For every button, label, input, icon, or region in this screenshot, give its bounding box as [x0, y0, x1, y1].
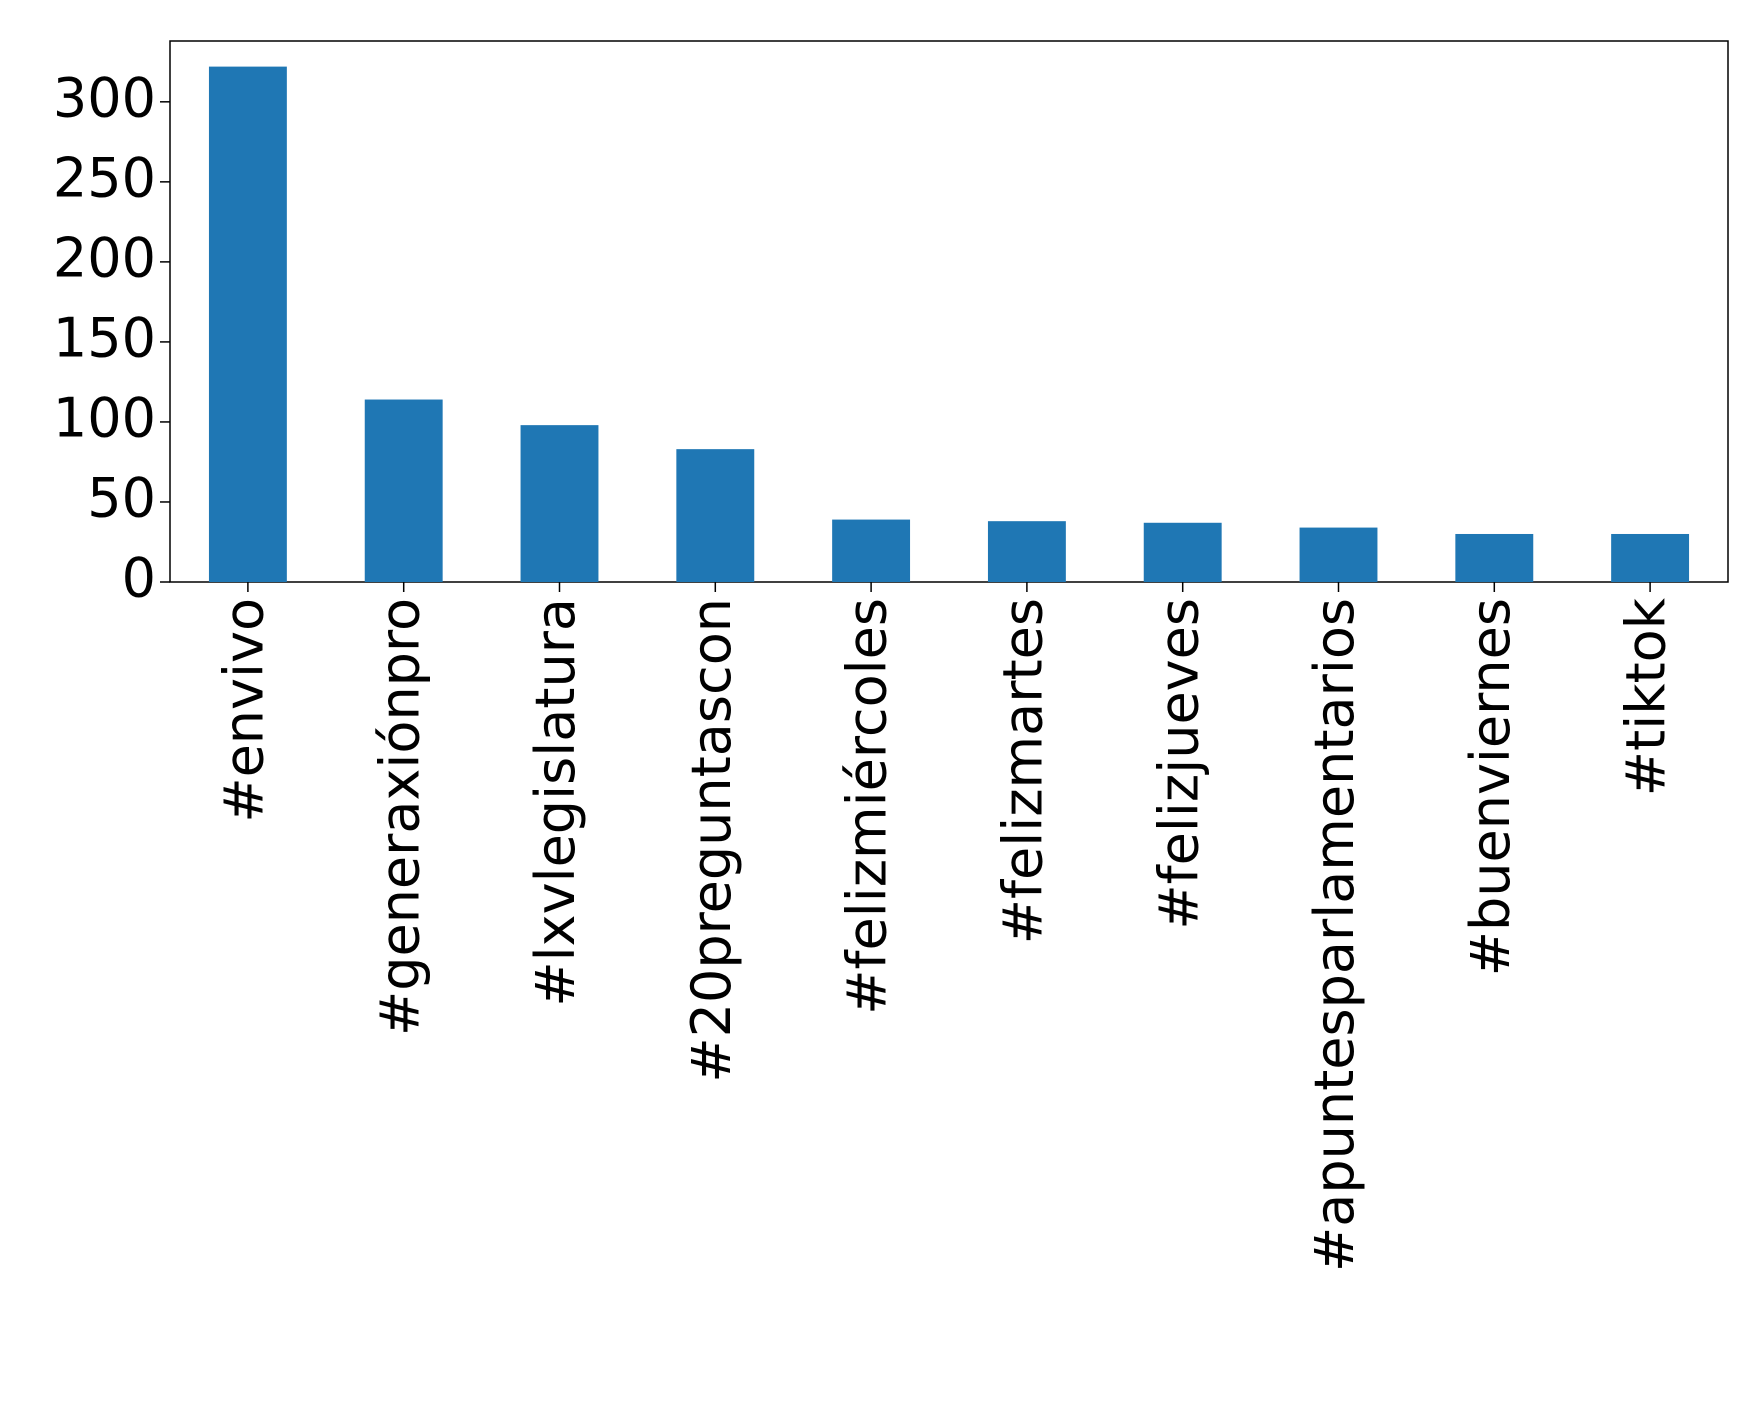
y-tick-label: 50 [87, 467, 156, 530]
x-tick-label: #apuntesparlamentarios [1303, 598, 1366, 1272]
x-tick-label: #felizmartes [992, 598, 1055, 944]
bar [1299, 527, 1378, 582]
bar [676, 449, 755, 582]
bar [987, 521, 1066, 582]
y-tick-label: 250 [53, 146, 156, 209]
x-tick-label: #20preguntascon [680, 598, 743, 1083]
bar [1143, 522, 1222, 582]
bar [520, 425, 599, 582]
bar [832, 519, 911, 582]
bar [1455, 533, 1534, 582]
x-tick-label: #tiktok [1615, 597, 1678, 796]
bar [1611, 533, 1690, 582]
y-tick-label: 150 [53, 307, 156, 370]
x-tick-label: #buenviernes [1459, 598, 1522, 976]
y-tick-label: 200 [53, 227, 156, 290]
x-tick-label: #envivo [213, 598, 276, 823]
y-tick-label: 0 [122, 547, 156, 610]
y-tick-label: 300 [53, 66, 156, 129]
bar [364, 399, 443, 582]
x-tick-label: #lxvlegislatura [524, 598, 587, 1007]
plot-frame [169, 40, 1729, 583]
y-tick-label: 100 [53, 387, 156, 450]
x-tick-label: #felizmiércoles [836, 598, 899, 1015]
x-tick-label: #generaxiónpro [368, 598, 431, 1036]
bar [208, 66, 287, 582]
x-tick-label: #felizjueves [1147, 598, 1210, 930]
